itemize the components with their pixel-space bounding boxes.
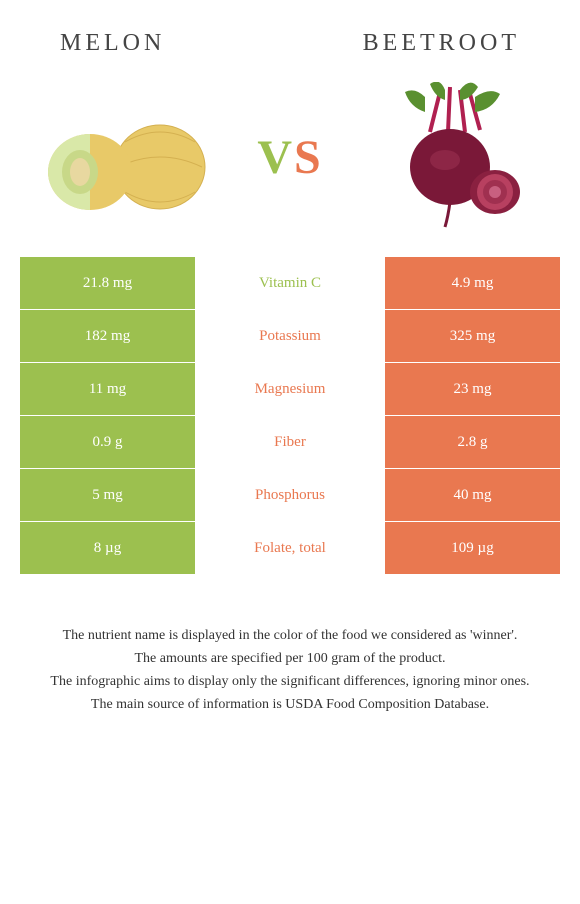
beetroot-icon [370,82,540,232]
footer-line-2: The amounts are specified per 100 gram o… [20,648,560,669]
nutrient-table: 21.8 mgVitamin C4.9 mg182 mgPotassium325… [20,257,560,574]
right-value: 325 mg [385,310,560,362]
table-row: 21.8 mgVitamin C4.9 mg [20,257,560,309]
footer-line-4: The main source of information is USDA F… [20,694,560,715]
right-value: 23 mg [385,363,560,415]
header: Melon Beetroot [0,0,580,67]
nutrient-label: Folate, total [195,522,385,574]
right-value: 4.9 mg [385,257,560,309]
left-value: 11 mg [20,363,195,415]
melon-icon [40,82,210,232]
table-row: 8 µgFolate, total109 µg [20,522,560,574]
left-value: 21.8 mg [20,257,195,309]
footer-line-3: The infographic aims to display only the… [20,671,560,692]
table-row: 182 mgPotassium325 mg [20,310,560,362]
vs-label: VS [257,130,322,185]
table-row: 0.9 gFiber2.8 g [20,416,560,468]
table-row: 5 mgPhosphorus40 mg [20,469,560,521]
table-row: 11 mgMagnesium23 mg [20,363,560,415]
left-value: 5 mg [20,469,195,521]
right-value: 2.8 g [385,416,560,468]
footer-line-1: The nutrient name is displayed in the co… [20,625,560,646]
nutrient-label: Phosphorus [195,469,385,521]
left-title: Melon [60,30,165,57]
vs-s: S [294,131,323,184]
vs-v: V [257,131,294,184]
nutrient-label: Magnesium [195,363,385,415]
nutrient-label: Vitamin C [195,257,385,309]
footer: The nutrient name is displayed in the co… [0,575,580,715]
right-value: 40 mg [385,469,560,521]
images-row: VS [0,67,580,257]
nutrient-label: Fiber [195,416,385,468]
left-value: 8 µg [20,522,195,574]
right-title: Beetroot [363,30,520,57]
left-value: 0.9 g [20,416,195,468]
right-value: 109 µg [385,522,560,574]
left-value: 182 mg [20,310,195,362]
nutrient-label: Potassium [195,310,385,362]
